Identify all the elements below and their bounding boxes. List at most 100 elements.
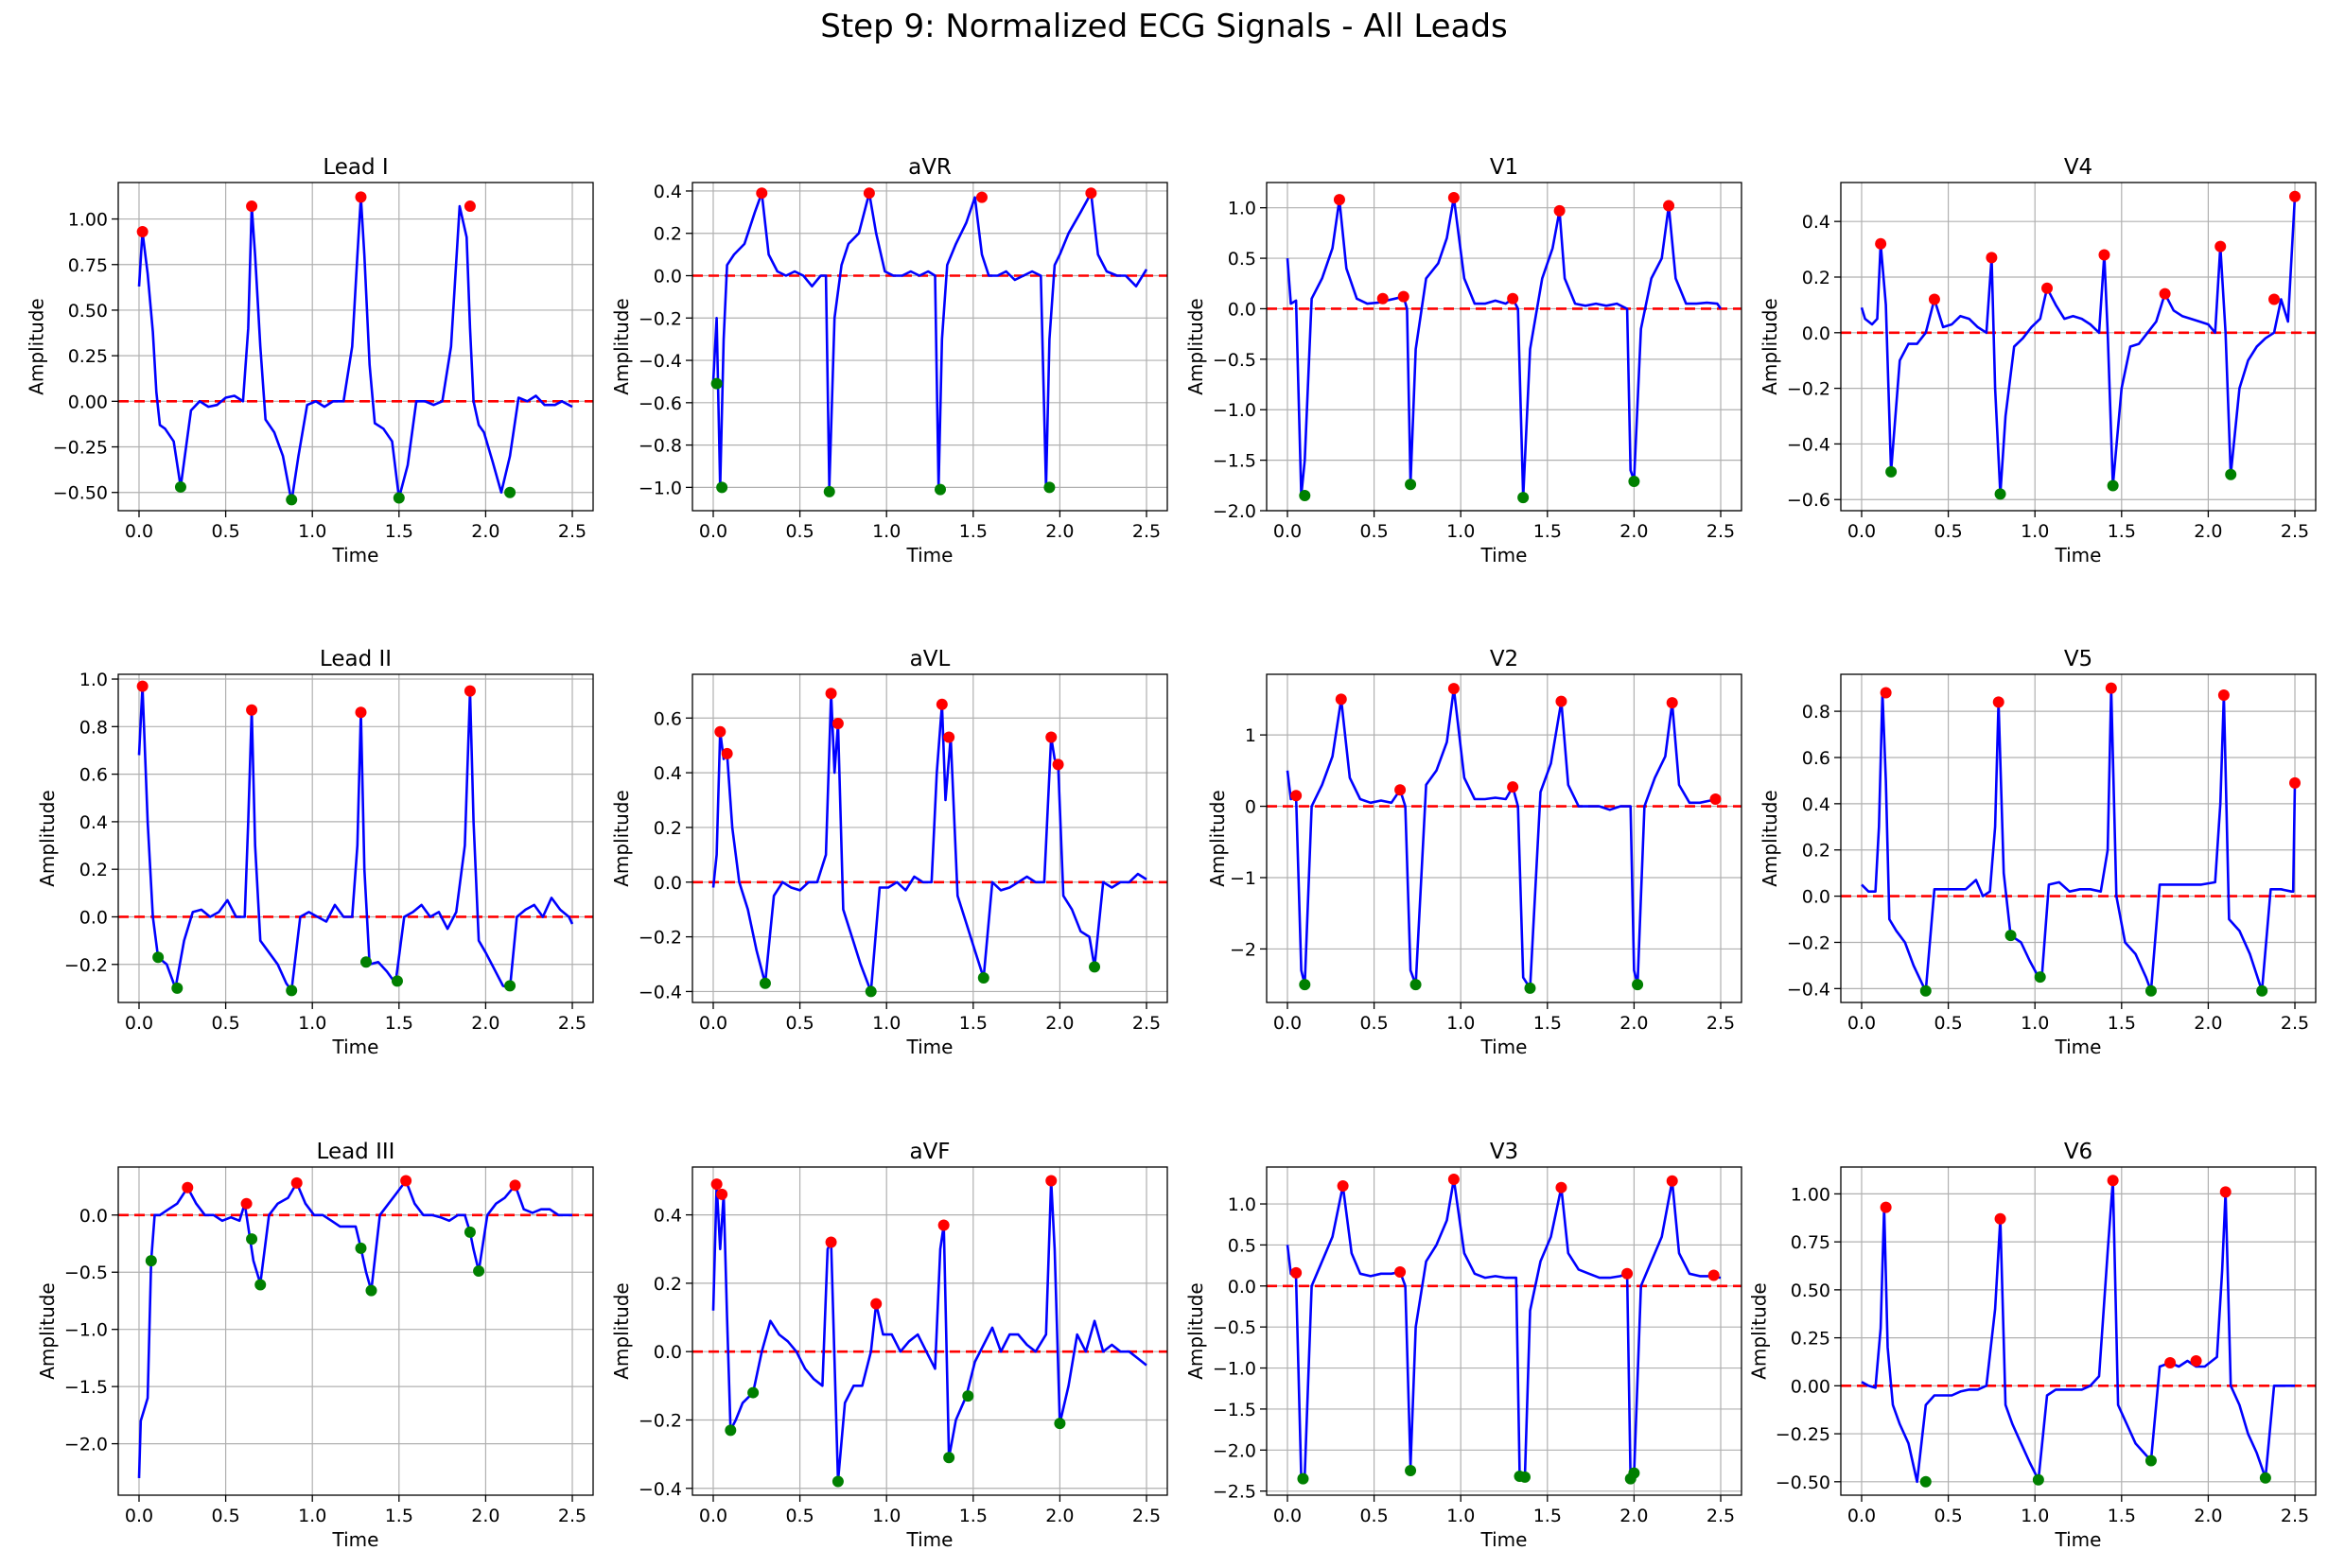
plot-frame [1840,673,2317,1003]
peak-marker [1290,790,1303,802]
peak-marker [240,1197,253,1210]
trough-marker [254,1279,267,1291]
peak-marker [1507,292,1519,305]
y-tick-label: 0.5 [1228,249,1256,270]
x-tick-label: 1.5 [2108,1013,2136,1034]
y-tick-label: 0.6 [79,765,108,786]
peak-marker [1994,1212,2006,1225]
trough-marker [2259,1472,2271,1484]
peak-marker [1709,793,1722,806]
x-tick-label: 0.0 [1847,521,1876,542]
subplot-lead-ii: 0.0 0.5 1.0 1.5 2.0 2.5 −0.2 0.0 0.2 0.4 0.6 0.8 1.0… [36,647,594,1058]
x-tick-label: 2.0 [1619,1013,1648,1034]
subplot-lead-iii: 0.0 0.5 1.0 1.5 2.0 2.5 −2.0 −1.5 −1.0 −0.5 0.0 Lea… [36,1140,594,1551]
trough-marker [174,480,186,493]
peak-marker [1707,1269,1720,1281]
y-tick-label: −0.25 [53,438,108,459]
trough-marker [246,1233,258,1246]
peak-marker [290,1176,303,1189]
y-tick-label: 0.0 [1802,887,1830,908]
x-tick-label: 1.5 [385,1506,413,1526]
x-tick-label: 1.5 [2108,521,2136,542]
x-tick-label: 0.5 [1934,1013,1962,1034]
x-tick-label: 1.0 [872,521,901,542]
y-tick-label: −0.50 [1776,1472,1830,1493]
y-tick-label: 0.2 [654,1274,682,1295]
signal-line [137,1179,572,1478]
x-axis-label: Time [906,1036,954,1058]
y-tick-label: −2 [1230,939,1256,960]
peak-marker [2289,190,2302,202]
y-tick-label: 0 [1245,797,1256,818]
peak-marker [936,698,948,710]
peak-marker [1394,1266,1407,1279]
plot-frame [117,673,594,1003]
x-tick-label: 2.0 [471,521,499,542]
signal-line [1286,1177,1722,1480]
signal-line [137,685,574,992]
peak-marker [2159,287,2171,300]
y-tick-label: 0.4 [1802,794,1830,815]
x-tick-label: 2.0 [2194,521,2222,542]
trough-marker [286,494,298,506]
y-tick-label: −0.5 [64,1263,108,1283]
y-axis-label: Amplitude [610,790,633,887]
peak-marker [710,1178,723,1191]
trough-marker [1994,488,2006,500]
y-tick-label: 0.4 [654,763,682,784]
peak-marker [2107,1175,2119,1187]
y-tick-label: −0.2 [1787,379,1830,400]
subplot-avr: 0.0 0.5 1.0 1.5 2.0 2.5 −1.0 −0.8 −0.6 −0.4 −0.2 0.… [610,155,1168,566]
x-tick-label: 1.0 [1446,1013,1475,1034]
trough-marker [1297,1472,1309,1485]
peak-marker [2098,249,2110,261]
y-axis-label: Amplitude [36,790,59,887]
peak-marker [1880,687,1892,699]
peak-marker [246,704,258,716]
y-tick-label: 0.0 [654,1342,682,1363]
peak-marker [943,731,955,743]
x-tick-label: 1.0 [298,1013,326,1034]
peak-marker [1397,290,1409,303]
x-axis-label: Time [906,1528,954,1551]
x-tick-label: 0.0 [1847,1506,1876,1526]
x-tick-label: 2.5 [558,1013,586,1034]
peak-marker [1928,293,1940,305]
y-tick-label: −0.50 [53,483,108,504]
peak-marker [937,1219,950,1231]
x-tick-label: 0.5 [785,1013,814,1034]
subplot-v6: 0.0 0.5 1.0 1.5 2.0 2.5 −0.50 −0.25 0.00 0.25 0.50… [1748,1140,2317,1551]
y-tick-label: −1.0 [639,478,682,498]
y-tick-label: 0.4 [79,812,108,833]
x-tick-label: 0.5 [211,521,239,542]
trough-marker [1299,979,1311,991]
x-tick-label: 1.0 [298,1506,326,1526]
peak-marker [1052,758,1064,771]
plot-frame [691,1166,1168,1496]
plot-frame [1266,182,1742,512]
y-tick-label: −0.8 [639,436,682,457]
peak-marker [721,747,733,759]
x-tick-label: 2.5 [2281,1013,2309,1034]
subplot-title: V5 [2064,647,2092,671]
x-axis-label: Time [1480,1528,1528,1551]
y-tick-label: −2.0 [1213,501,1256,522]
trough-marker [2034,971,2046,984]
x-tick-label: 0.5 [1934,1506,1962,1526]
x-tick-label: 2.5 [1132,1013,1161,1034]
x-tick-label: 2.5 [1707,1013,1735,1034]
peak-marker [1447,1174,1460,1186]
trough-marker [2144,984,2157,997]
peak-marker [2190,1354,2202,1367]
peak-marker [825,1236,837,1248]
peak-marker [2164,1356,2177,1368]
x-tick-label: 2.0 [471,1013,499,1034]
y-tick-label: −1.5 [1213,451,1256,472]
peak-marker [1553,204,1566,217]
y-tick-label: 0.0 [1802,323,1830,344]
trough-marker [2032,1473,2044,1486]
y-tick-label: 0.2 [1802,268,1830,288]
peak-marker [2214,240,2227,253]
y-tick-label: 1.00 [68,210,108,231]
